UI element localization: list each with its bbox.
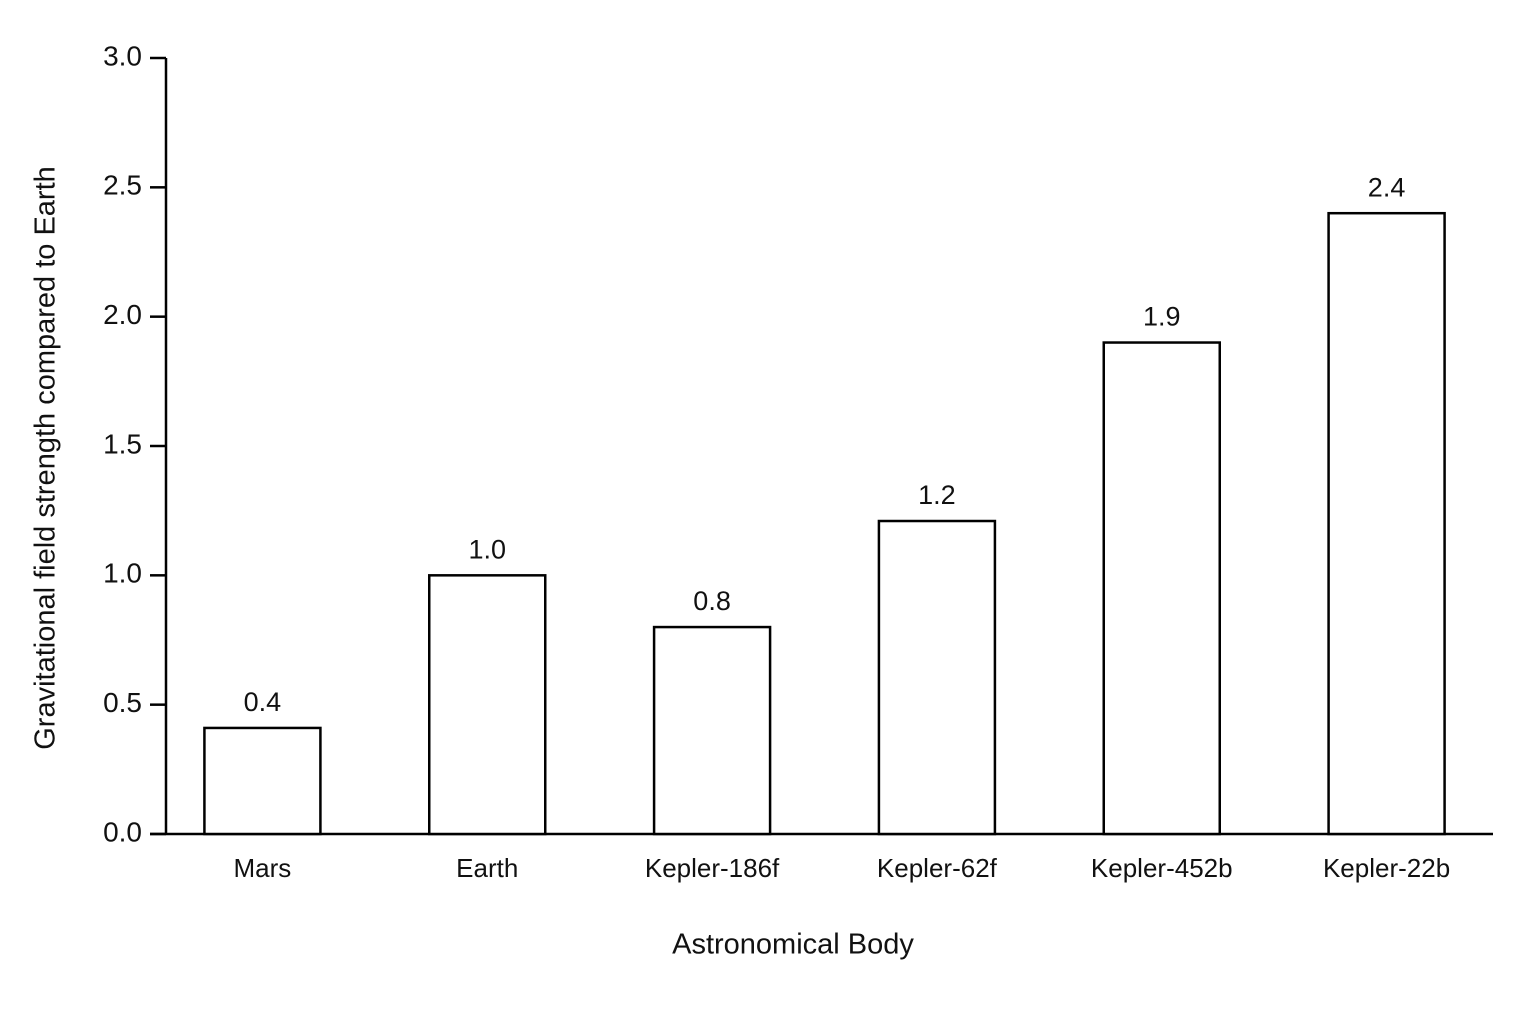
bar: [1102, 341, 1221, 836]
x-tick-label: Kepler-186f: [645, 853, 780, 883]
x-tick-label: Kepler-22b: [1323, 853, 1450, 883]
y-tick-label: 3.0: [103, 40, 142, 71]
value-label: 2.4: [1368, 172, 1406, 202]
x-tick-label: Mars: [234, 853, 292, 883]
y-tick-label: 2.5: [103, 170, 142, 201]
y-tick-label: 0.0: [103, 816, 142, 847]
x-tick-label: Kepler-452b: [1091, 853, 1233, 883]
x-tick-label: Earth: [456, 853, 518, 883]
value-label: 1.9: [1143, 302, 1181, 332]
y-tick-label: 1.0: [103, 558, 142, 589]
y-tick-label: 0.5: [103, 687, 142, 718]
value-label: 0.8: [693, 586, 731, 616]
value-label: 0.4: [244, 687, 282, 717]
y-tick-label: 1.5: [103, 428, 142, 459]
value-label: 1.0: [468, 534, 506, 564]
bar: [877, 519, 997, 836]
x-tick-label: Kepler-62f: [877, 853, 998, 883]
x-axis-title: Astronomical Body: [672, 929, 914, 961]
bar: [428, 574, 547, 836]
y-tick-label: 2.0: [103, 299, 142, 330]
y-axis-title: Gravitational field strength compared to…: [30, 166, 62, 750]
bar: [652, 625, 772, 836]
bar: [1327, 211, 1446, 836]
value-label: 1.2: [918, 480, 956, 510]
bar: [203, 726, 322, 836]
